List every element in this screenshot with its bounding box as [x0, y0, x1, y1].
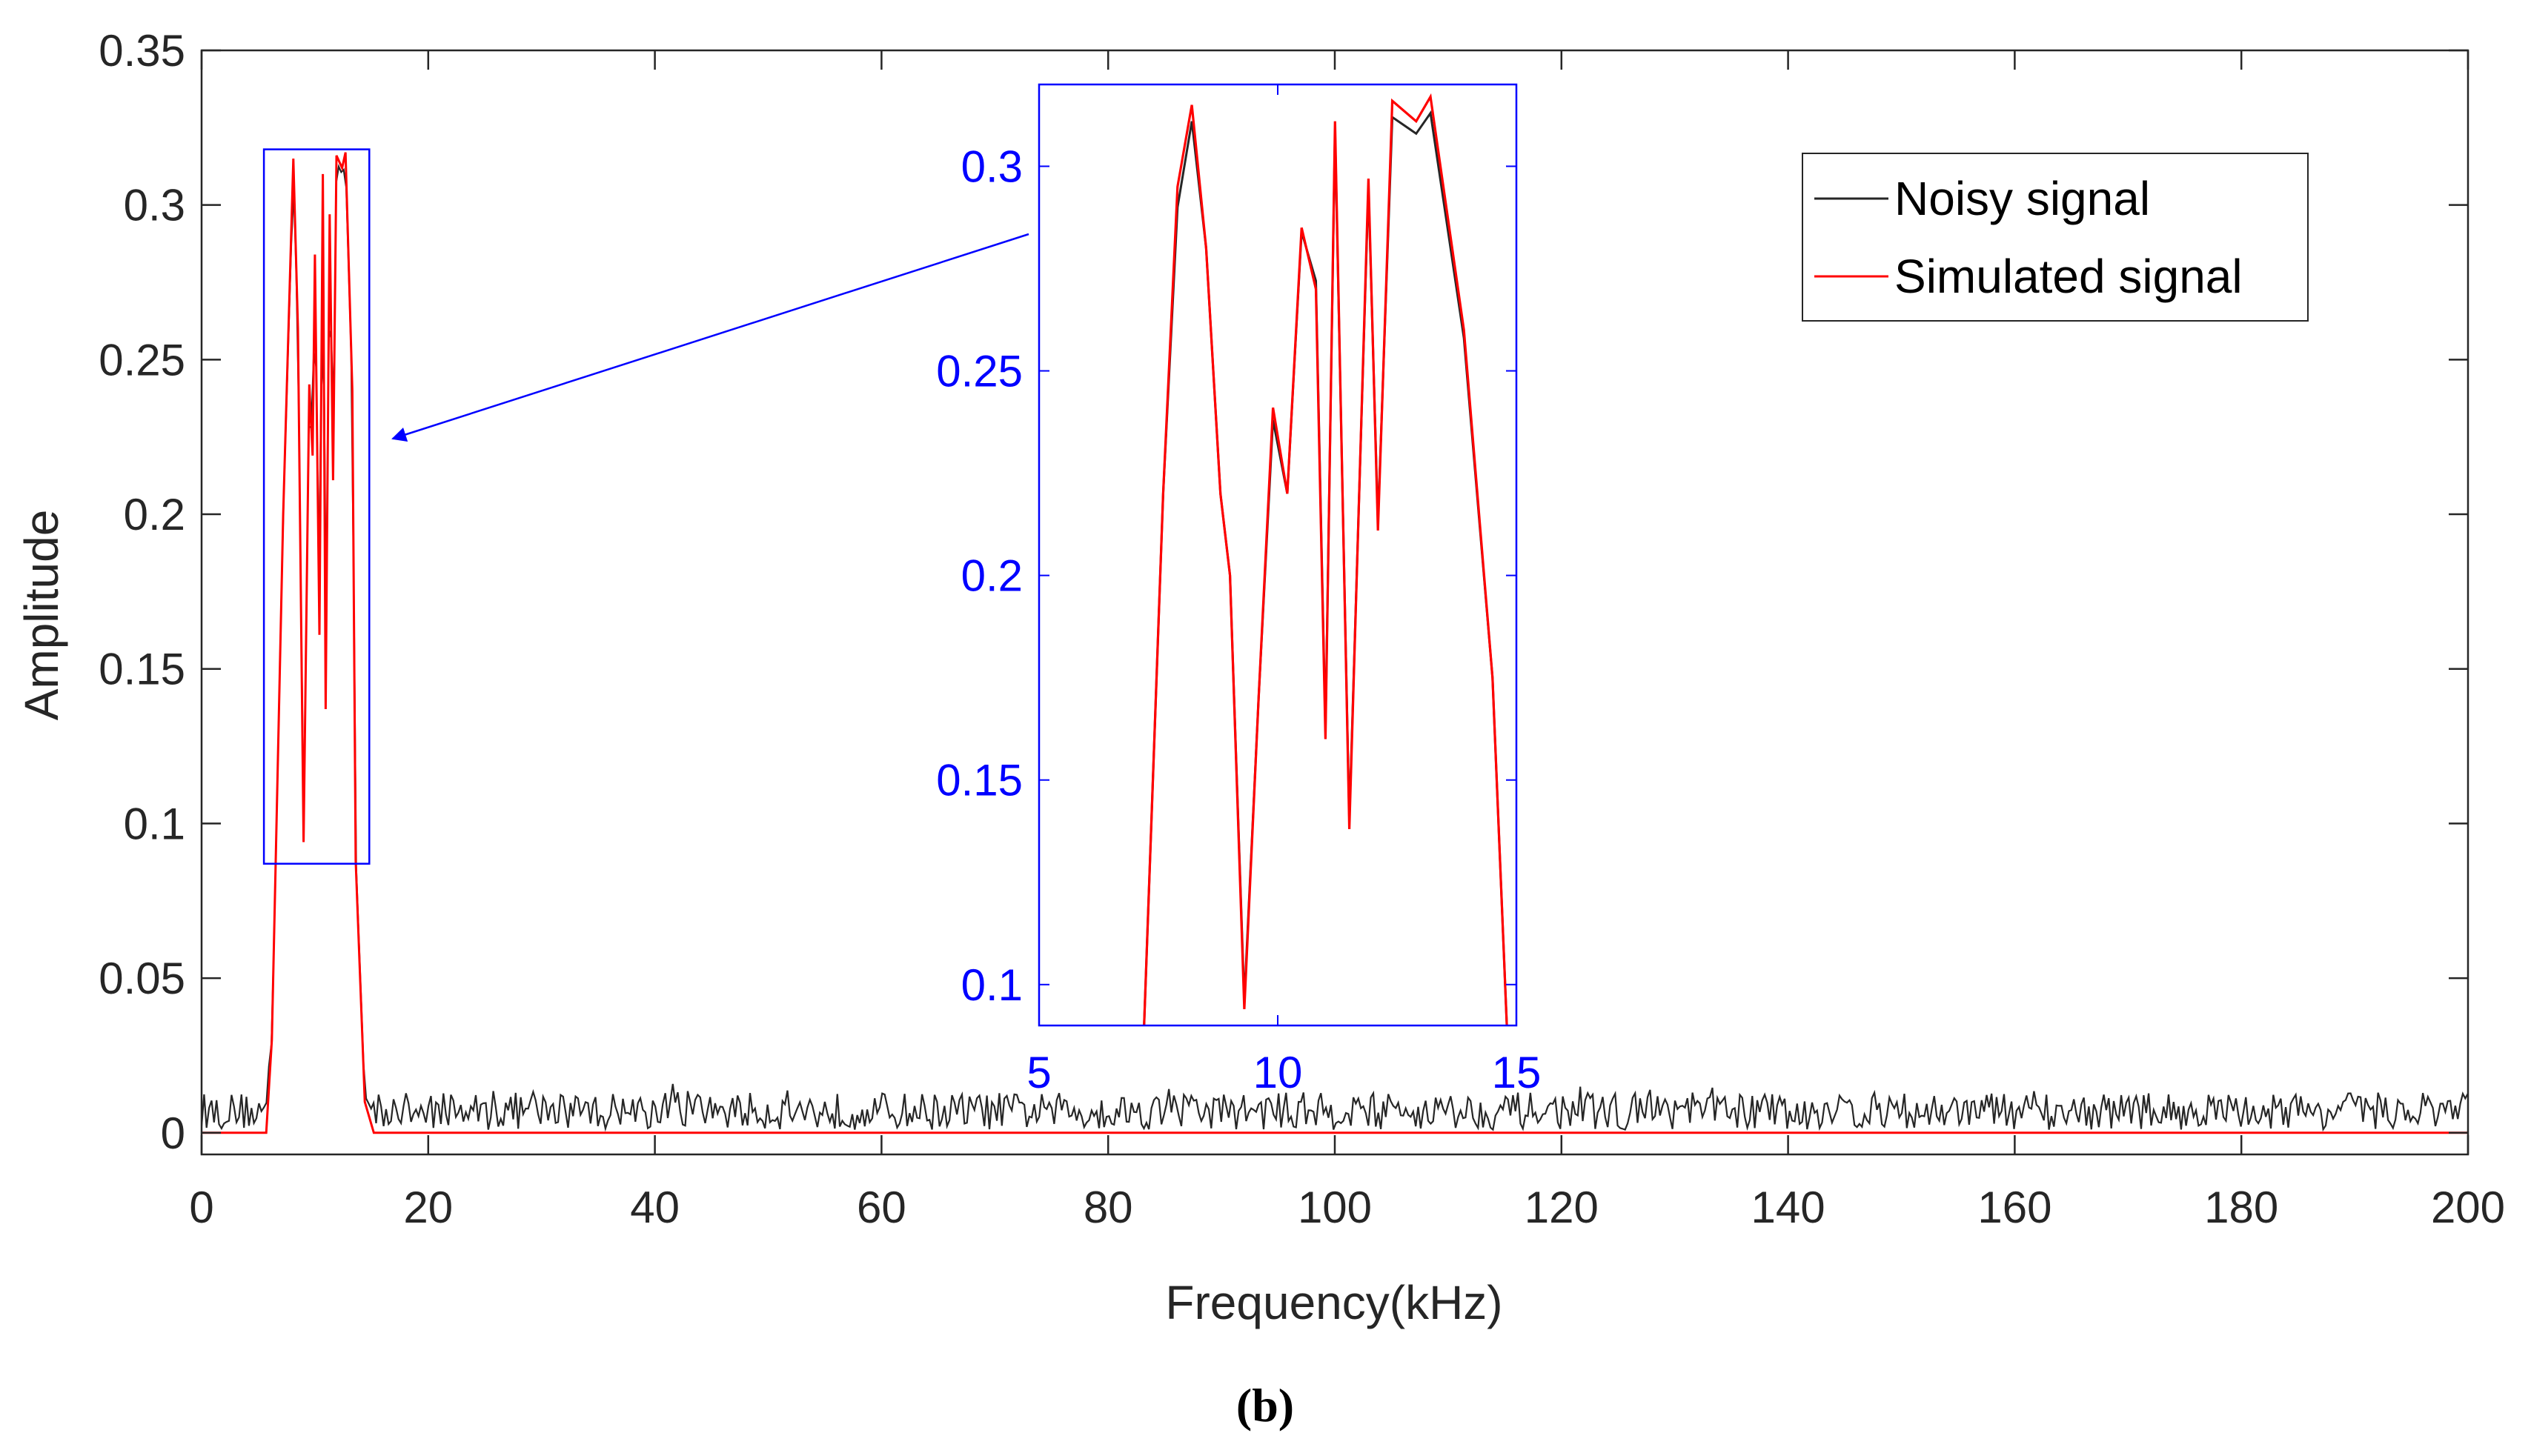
main-x-tick-label: 60	[857, 1183, 906, 1232]
inset-y-tick-label: 0.15	[936, 756, 1023, 805]
series-simulated-inset	[1143, 93, 1508, 1025]
zoom-region-box	[262, 148, 371, 865]
legend-label-noisy: Noisy signal	[1894, 172, 2150, 225]
main-y-tick-label: 0.35	[99, 26, 185, 76]
main-y-tick-label: 0.25	[99, 335, 185, 385]
main-y-tick-label: 0.15	[99, 645, 185, 694]
main-y-axis-label: Amplitude	[15, 510, 68, 721]
inset-x-tick-label: 15	[1492, 1048, 1542, 1097]
zoom-arrow	[391, 233, 1029, 442]
main-y-tick-label: 0.1	[124, 799, 185, 848]
inset-x-tick-label: 10	[1253, 1048, 1303, 1097]
main-x-tick-label: 20	[403, 1183, 453, 1232]
inset-y-tick-label: 0.25	[936, 347, 1023, 396]
main-y-tick-label: 0.3	[124, 181, 185, 230]
legend-box	[1802, 153, 2309, 322]
inset-ticks: 5 10 15 0.1 0.15 0.2 0.25 0.3	[936, 84, 1541, 1097]
main-x-tick-label: 40	[630, 1183, 680, 1232]
inset-y-tick-label: 0.2	[961, 551, 1023, 601]
main-x-axis-label: Frequency(kHz)	[1165, 1276, 1502, 1329]
inset-y-tick-label: 0.1	[961, 960, 1023, 1010]
panel-label: (b)	[1236, 1379, 1294, 1432]
inset-x-tick-label: 5	[1026, 1048, 1051, 1097]
legend: Noisy signal Simulated signal	[1802, 153, 2309, 322]
main-y-tick-label: 0.05	[99, 954, 185, 1003]
main-x-tick-label: 0	[189, 1183, 213, 1232]
main-x-tick-label: 180	[2204, 1183, 2278, 1232]
main-x-tick-label: 160	[1977, 1183, 2051, 1232]
main-x-tick-label: 80	[1084, 1183, 1133, 1232]
main-x-tick-label: 200	[2431, 1183, 2505, 1232]
main-plot: 0 20 40 60 80 100 120 140 160 180 20000.050.10.150…	[15, 26, 2505, 1329]
main-series-group	[202, 152, 2468, 1134]
main-x-tick-label: 100	[1298, 1183, 1372, 1232]
main-x-tick-label: 140	[1751, 1183, 1825, 1232]
main-y-tick-label: 0.2	[124, 490, 185, 539]
main-x-tick-label: 120	[1525, 1183, 1599, 1232]
inset-plot: 5 10 15 0.1 0.15 0.2 0.25 0.3	[936, 83, 1541, 1097]
main-y-tick-label: 0	[161, 1108, 185, 1158]
series-noisy-main	[202, 164, 2468, 1132]
inset-series-group	[1143, 93, 1508, 1025]
inset-y-tick-label: 0.3	[961, 142, 1023, 191]
series-simulated-main	[202, 152, 2468, 1134]
main-ticks: 0 20 40 60 80 100 120 140 160 180 20000.050.10.150…	[99, 26, 2505, 1232]
inset-background	[1039, 84, 1516, 1025]
legend-label-simulated: Simulated signal	[1894, 250, 2243, 303]
